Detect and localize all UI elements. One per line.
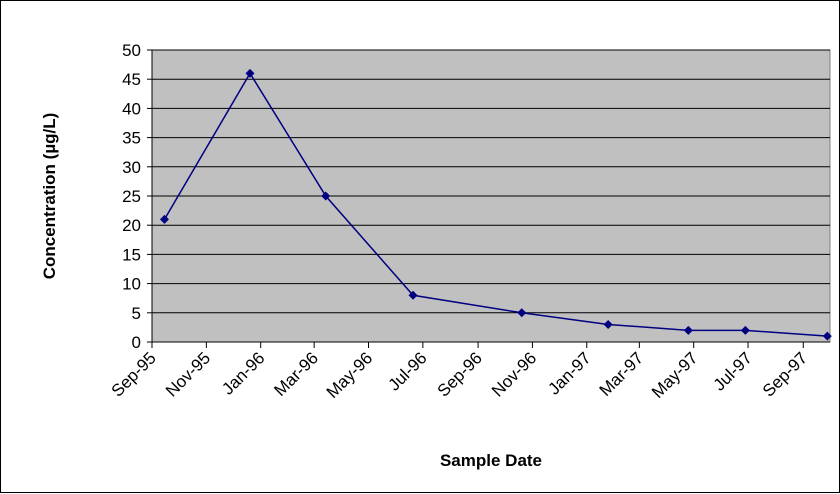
x-tick-label: Nov-95 [162, 348, 214, 400]
data-point-marker [822, 331, 832, 341]
x-tick-label: Nov-96 [488, 348, 540, 400]
y-tick-label: 20 [122, 216, 141, 235]
data-point-marker [603, 319, 613, 329]
axes [147, 49, 830, 348]
gridlines [152, 49, 830, 314]
x-tick-labels: Sep-95 Nov-95 Jan-96 Mar-96 May-96 Jul-96 Sep-… [108, 348, 811, 402]
y-tick-label: 45 [122, 70, 141, 89]
data-point-marker [740, 325, 750, 335]
x-tick-label: Mar-96 [270, 348, 322, 400]
x-tick-label: Sep-95 [108, 348, 160, 400]
y-tick-label: 5 [132, 304, 141, 323]
data-point-marker [159, 214, 169, 224]
y-tick-label: 50 [122, 41, 141, 60]
data-point-marker [517, 308, 527, 318]
x-tick-label: Jul-97 [710, 348, 756, 394]
y-tick-label: 35 [122, 129, 141, 148]
y-tick-labels: 0 5 10 15 20 25 30 35 40 45 50 [122, 41, 141, 352]
x-tick-label: Jul-96 [384, 348, 430, 394]
y-tick-label: 40 [122, 99, 141, 118]
data-series [159, 68, 832, 341]
y-tick-label: 10 [122, 275, 141, 294]
x-tick-label: Jan-96 [218, 348, 268, 398]
x-tick-label: May-96 [323, 348, 377, 402]
x-tick-label: Sep-97 [759, 348, 811, 400]
x-tick-label: Mar-97 [596, 348, 648, 400]
data-point-marker [683, 325, 693, 335]
x-tick-label: Sep-96 [434, 348, 486, 400]
data-point-marker [321, 191, 331, 201]
data-point-marker [408, 290, 418, 300]
x-tick-label: May-97 [648, 348, 702, 402]
x-tick-label: Jan-97 [544, 348, 594, 398]
y-tick-label: 30 [122, 158, 141, 177]
y-tick-label: 15 [122, 245, 141, 264]
y-axis-title: Concentration (µg/L) [40, 113, 59, 280]
x-axis-title: Sample Date [440, 451, 542, 470]
y-tick-label: 25 [122, 187, 141, 206]
data-point-marker [245, 68, 255, 78]
y-tick-label: 0 [132, 333, 141, 352]
